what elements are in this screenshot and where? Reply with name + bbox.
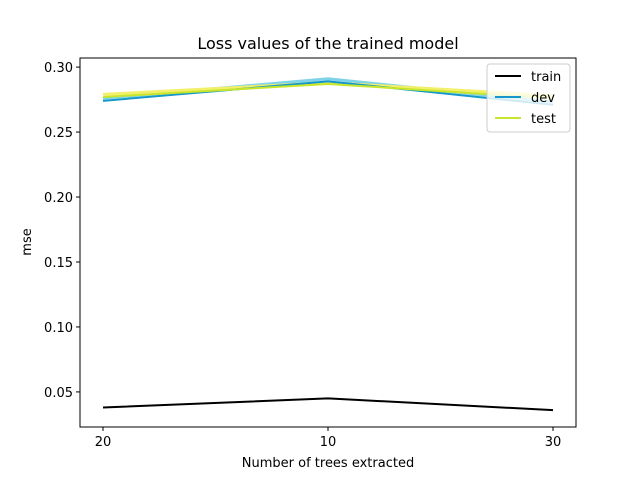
legend-label-dev: dev xyxy=(531,91,555,106)
legend-box xyxy=(486,63,571,133)
legend-items: train dev test xyxy=(495,70,561,127)
y-tick-label: 0.15 xyxy=(44,256,73,271)
legend-label-train: train xyxy=(531,70,561,85)
y-tick-label: 0.10 xyxy=(44,321,73,336)
y-axis-title: mse xyxy=(20,228,35,255)
y-tick-label: 0.20 xyxy=(44,191,73,206)
series-line-train xyxy=(102,397,554,412)
x-axis: 20 10 30 xyxy=(95,427,562,450)
legend: train dev test xyxy=(486,63,571,133)
chart-title: Loss values of the trained model xyxy=(197,34,458,53)
x-tick-label: 10 xyxy=(320,435,337,450)
series-line-test-shadow xyxy=(102,81,554,98)
y-tick-label: 0.05 xyxy=(44,386,73,401)
x-tick-label: 20 xyxy=(95,435,112,450)
legend-label-test: test xyxy=(531,112,556,127)
y-tick-label: 0.25 xyxy=(44,126,73,141)
x-axis-title: Number of trees extracted xyxy=(242,456,414,471)
series-layer xyxy=(102,77,554,412)
y-axis: 0.05 0.10 0.15 0.20 0.25 0.30 xyxy=(44,61,80,401)
y-tick-label: 0.30 xyxy=(44,61,73,76)
x-tick-label: 30 xyxy=(545,435,562,450)
